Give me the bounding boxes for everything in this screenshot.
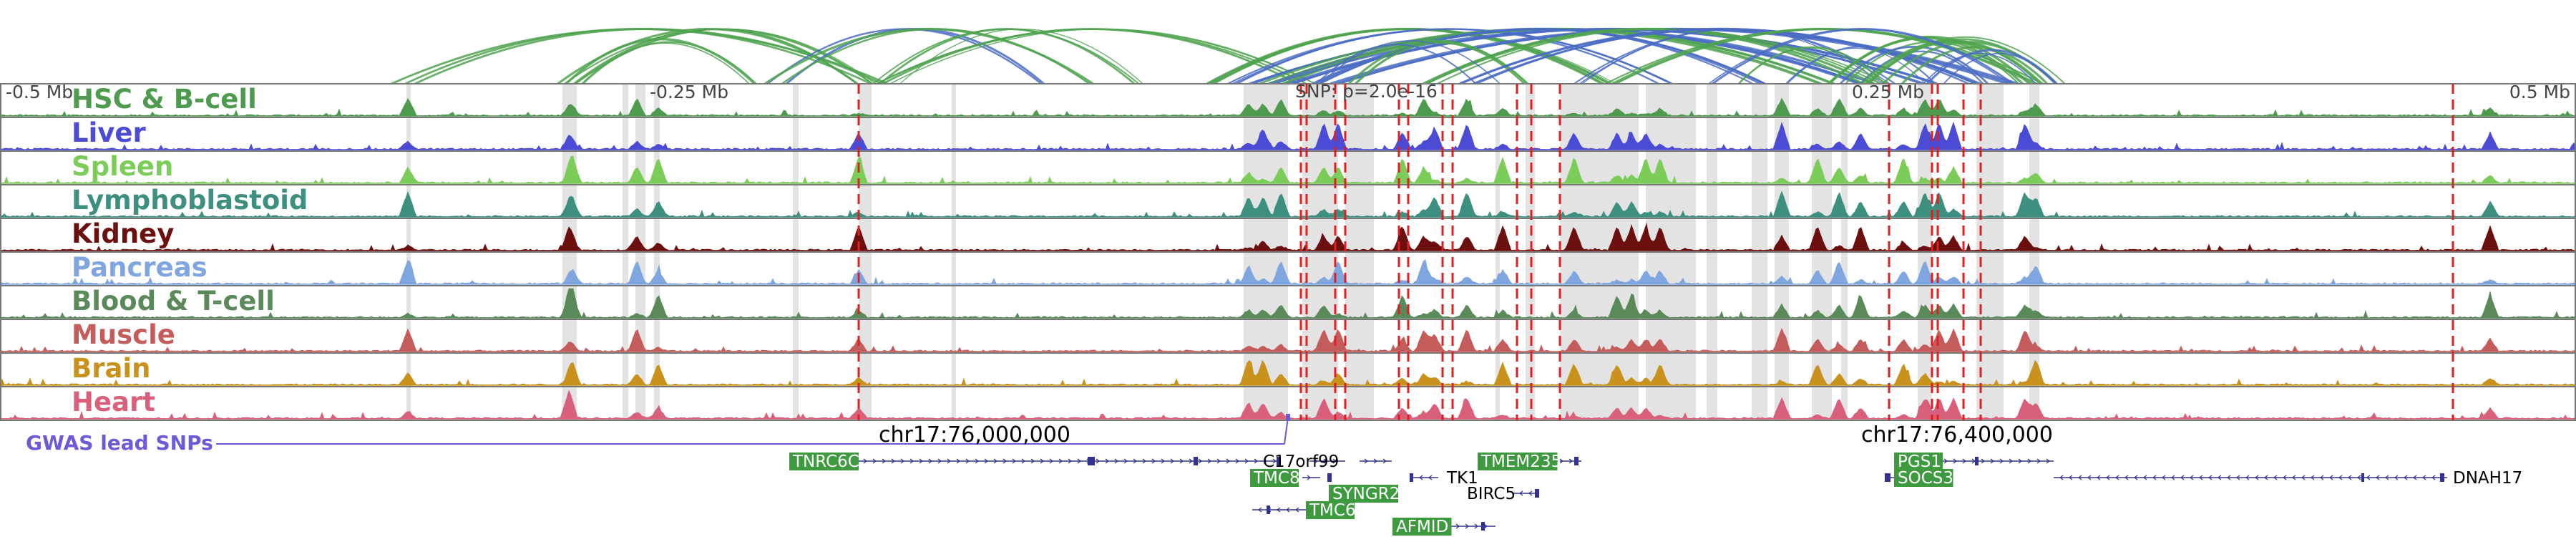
track-label-3: Spleen	[72, 151, 173, 182]
snp-marker-lines	[857, 84, 2454, 420]
gene-label: C17orf99	[1263, 453, 1339, 471]
track-label-5: Kidney	[72, 218, 174, 249]
interaction-arcs	[391, 27, 2066, 85]
scale-label-plus-quarter: 0.25 Mb	[1852, 82, 1924, 102]
track-label-6: Pancreas	[72, 252, 208, 283]
gene-label: TK1	[1446, 469, 1478, 488]
gene-label: AFMID	[1396, 518, 1448, 536]
scale-label-right: 0.5 Mb	[2509, 82, 2570, 102]
track-2	[0, 117, 2576, 150]
track-9	[0, 352, 2576, 386]
gene-label: BIRC5	[1467, 485, 1516, 503]
track-label-2: Liver	[72, 117, 146, 148]
gene-label: TNRC6C	[792, 453, 859, 471]
gene-label: TMEM235	[1480, 453, 1561, 471]
scale-bar: -0.5 Mb -0.25 Mb 0.25 Mb 0.5 Mb SNP: p=2…	[6, 81, 2570, 102]
track-label-4: Lymphoblastoid	[72, 185, 308, 216]
track-label-8: Muscle	[72, 319, 175, 350]
gene-label: TMC8	[1253, 469, 1300, 488]
gene-label: SYNGR2	[1332, 485, 1400, 503]
track-label-10: Heart	[72, 387, 155, 417]
track-label-1: HSC & B-cell	[72, 84, 257, 115]
gwas-label: GWAS lead SNPs	[26, 431, 213, 455]
gwas-row: GWAS lead SNPs chr17:76,000,000 chr17:76…	[26, 414, 2053, 455]
track-5	[0, 218, 2576, 251]
track-8	[0, 319, 2576, 352]
gene-label: DNAH17	[2453, 469, 2522, 488]
track-3	[0, 150, 2576, 184]
snp-pvalue-label: SNP: p=2.0e-16	[1295, 81, 1438, 102]
track-label-7: Blood & T-cell	[72, 286, 275, 316]
gene-label: TMC6	[1309, 501, 1356, 520]
track-7	[0, 285, 2576, 319]
gene-label: SOCS3	[1898, 469, 1953, 488]
coordinate-label-2: chr17:76,400,000	[1861, 422, 2053, 448]
scale-label-minus-quarter: -0.25 Mb	[650, 82, 728, 102]
scale-label-left: -0.5 Mb	[6, 82, 73, 102]
coordinate-label-1: chr17:76,000,000	[879, 422, 1070, 448]
gene-label: PGS1	[1898, 453, 1941, 471]
track-labels: HSC & B-cellLiverSpleenLymphoblastoidKid…	[72, 84, 308, 417]
track-label-9: Brain	[72, 353, 150, 384]
